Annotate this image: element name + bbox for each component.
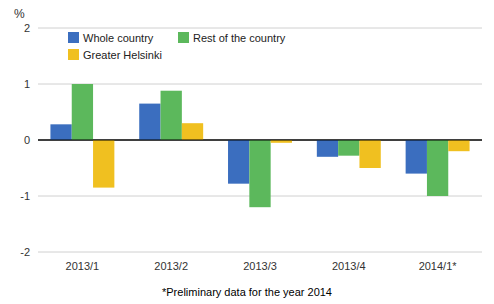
bar: [228, 140, 249, 184]
bars: [50, 84, 469, 207]
bar: [161, 91, 182, 140]
bar: [338, 140, 359, 156]
legend: Whole country Rest of the country Greater …: [68, 32, 286, 61]
bar: [50, 124, 71, 140]
bar: [448, 140, 469, 151]
bar: [406, 140, 427, 174]
grid-line: [38, 252, 482, 253]
y-tick-label: -2: [20, 246, 30, 258]
legend-swatch: [178, 32, 189, 43]
grid-line: [38, 84, 482, 85]
legend-swatch: [68, 32, 79, 43]
y-tick-label: 2: [24, 22, 30, 34]
bar: [427, 140, 448, 196]
x-tick-label: 2014/1*: [419, 260, 458, 272]
zero-line: [38, 139, 482, 140]
legend-swatch: [68, 49, 79, 60]
bar: [182, 123, 203, 140]
legend-label: Rest of the country: [193, 32, 286, 44]
y-tick-label: 1: [24, 78, 30, 90]
y-tick-label: -1: [20, 190, 30, 202]
bar: [72, 84, 93, 140]
bar: [93, 140, 114, 188]
chart: -2 -1 0 1 2% 2013/1 2013/2 2013/3 2013/4 2014/1* W…: [0, 0, 494, 304]
bar: [359, 140, 380, 168]
bar: [139, 104, 160, 140]
y-tick-label: 0: [24, 134, 30, 146]
x-tick-label: 2013/3: [243, 260, 277, 272]
x-tick-label: 2013/2: [154, 260, 188, 272]
x-tick-label: 2013/4: [332, 260, 366, 272]
zero-line: [38, 139, 482, 140]
footnote: *Preliminary data for the year 2014: [162, 286, 332, 298]
legend-label: Greater Helsinki: [83, 49, 162, 61]
bar: [317, 140, 338, 157]
legend-label: Whole country: [83, 32, 154, 44]
y-axis-label: %: [14, 7, 25, 21]
bar: [249, 140, 270, 207]
grid-line: [38, 28, 482, 29]
x-tick-label: 2013/1: [66, 260, 100, 272]
grid: [38, 28, 482, 252]
